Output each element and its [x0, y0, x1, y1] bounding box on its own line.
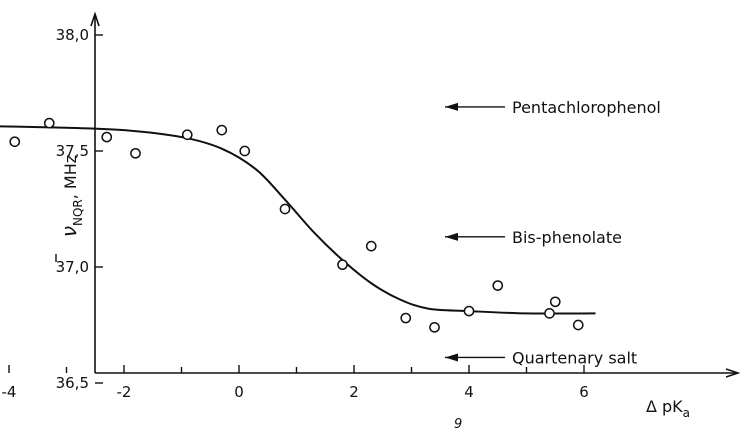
footnote-marker: 9: [454, 417, 462, 432]
x-axis-label-sub: a: [683, 406, 690, 420]
y-axis-symbol: ν: [57, 226, 81, 237]
data-point: [492, 280, 504, 291]
x-tick-label: 2: [349, 383, 359, 401]
y-axis-arrow: [90, 11, 100, 27]
data-point: [101, 131, 113, 143]
y-tick-label: 38,0: [56, 26, 89, 44]
annotation-arrowhead: [445, 102, 458, 111]
y-tick-label: 36,5: [56, 374, 89, 392]
y-tick-label: 37,0: [56, 258, 89, 276]
data-points-layer: [9, 117, 584, 333]
data-point: [365, 240, 377, 252]
y-axis-subscript: NQR: [71, 199, 85, 226]
data-point: [429, 321, 440, 333]
x-axis-label: Δ pKa: [646, 397, 690, 420]
data-point: [216, 124, 228, 136]
y-axis-label: νNQR, MHz: [57, 155, 85, 237]
data-point: [549, 296, 561, 308]
x-axis-label-main: Δ pK: [646, 397, 683, 416]
fit-curve-layer: [0, 125, 596, 315]
data-point: [337, 259, 348, 271]
data-point: [279, 203, 291, 215]
axes: 36,5 37,0 37,5 38,0 -4 -2 0 2 4 6: [2, 11, 740, 401]
x-axis-arrow: [725, 368, 740, 378]
annotation-label: Bis-phenolate: [512, 228, 622, 247]
data-point: [572, 319, 584, 331]
x-tick-label: -2: [117, 383, 132, 401]
annotation-arrowhead: [445, 232, 458, 241]
y-tick-label: 37,5: [56, 142, 89, 160]
data-point: [43, 117, 55, 129]
x-tick-label: 4: [464, 383, 474, 401]
data-point: [9, 136, 21, 148]
annotation-label: Quartenary salt: [512, 348, 637, 367]
x-tick-label: 0: [234, 383, 244, 401]
data-point: [181, 129, 193, 141]
data-point: [239, 145, 251, 157]
y-axis-unit: , MHz: [61, 155, 80, 199]
data-point: [400, 312, 412, 324]
annotation-label: Pentachlorophenol: [512, 98, 661, 117]
fit-curve: [0, 125, 596, 315]
annotations-layer: Pentachlorophenol Bis-phenolate Quartenary…: [445, 98, 661, 367]
x-tick-label: -4: [2, 383, 17, 401]
x-tick-label: 6: [579, 383, 589, 401]
annotation-arrowhead: [445, 353, 458, 362]
data-point: [463, 305, 475, 317]
data-point: [544, 308, 555, 319]
data-point: [130, 147, 141, 159]
